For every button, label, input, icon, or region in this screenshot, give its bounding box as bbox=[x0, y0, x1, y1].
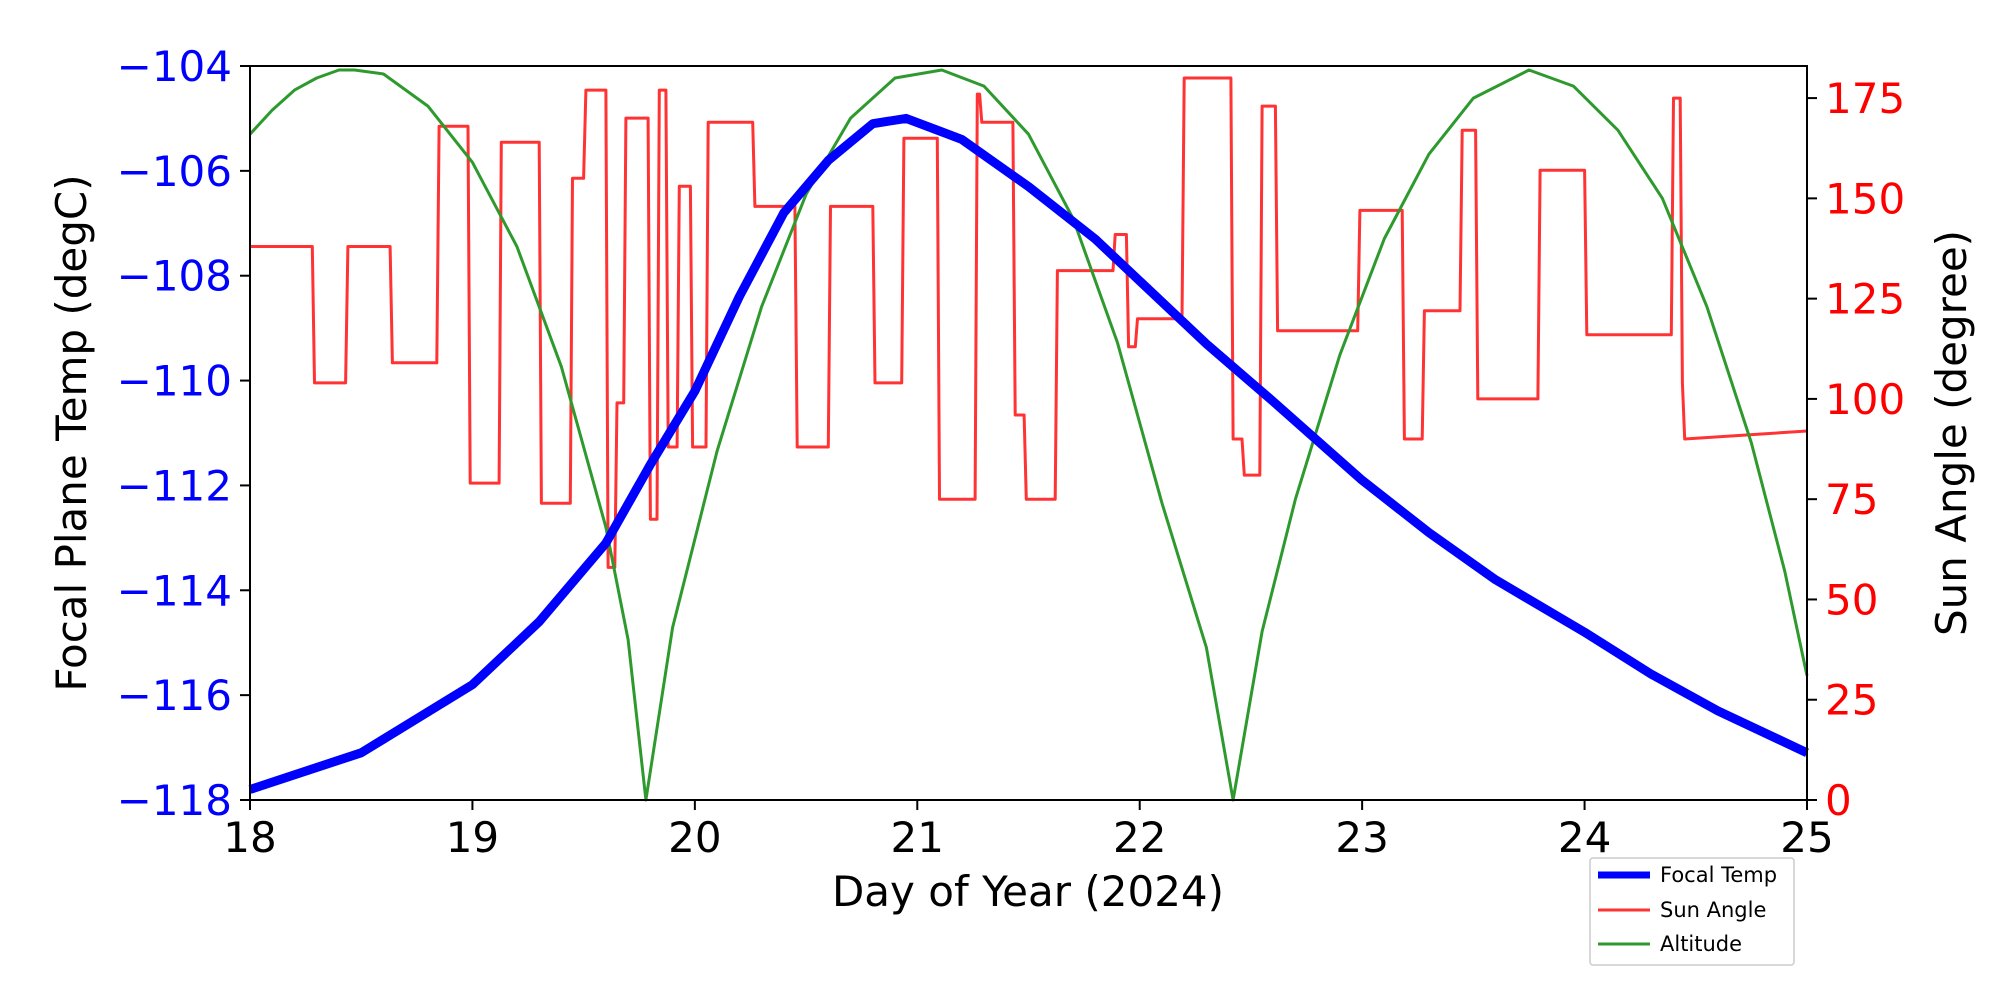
y-right-tick-label: 175 bbox=[1825, 74, 1905, 123]
y-axis-right: 175 150 125 100 75 50 25 0 bbox=[1807, 74, 1905, 825]
y-left-tick-label: −118 bbox=[117, 776, 232, 825]
x-axis-label: Day of Year (2024) bbox=[832, 867, 1224, 916]
series-line-sun-angle bbox=[250, 76, 1808, 569]
x-tick-label: 24 bbox=[1558, 813, 1611, 862]
y-left-tick-label: −110 bbox=[117, 357, 232, 406]
y-left-tick-label: −108 bbox=[117, 252, 232, 301]
y-right-tick-label: 150 bbox=[1825, 174, 1905, 223]
legend-label-altitude: Altitude bbox=[1660, 932, 1742, 956]
y-right-tick-label: 125 bbox=[1825, 275, 1905, 324]
x-tick-label: 18 bbox=[223, 813, 276, 862]
x-tick-label: 22 bbox=[1113, 813, 1166, 862]
y-left-tick-label: −112 bbox=[117, 461, 232, 510]
x-axis: 18 19 20 21 22 23 24 25 bbox=[223, 800, 1834, 862]
y-axis-left-label: Focal Plane Temp (degC) bbox=[47, 174, 96, 691]
y-right-tick-label: 75 bbox=[1825, 475, 1878, 524]
y-right-tick-label: 25 bbox=[1825, 676, 1878, 725]
legend-box bbox=[1589, 857, 1795, 966]
y-right-tick-label: 50 bbox=[1825, 575, 1878, 624]
y-axis-right-label: Sun Angle (degree) bbox=[1927, 230, 1976, 636]
y-left-tick-label: −116 bbox=[117, 671, 232, 720]
x-tick-label: 25 bbox=[1780, 813, 1833, 862]
x-tick-label: 23 bbox=[1335, 813, 1388, 862]
x-tick-label: 19 bbox=[446, 813, 499, 862]
series-line-focal-temp bbox=[248, 113, 1809, 794]
x-tick-label: 20 bbox=[668, 813, 721, 862]
legend-label-sun-angle: Sun Angle bbox=[1660, 898, 1766, 922]
y-right-tick-label: 0 bbox=[1825, 776, 1852, 825]
y-left-tick-label: −106 bbox=[117, 147, 232, 196]
plot-frame bbox=[249, 65, 1808, 801]
y-axis-left: −104 −106 −108 −110 −112 −114 −116 −118 bbox=[117, 42, 250, 825]
x-tick-label: 21 bbox=[891, 813, 944, 862]
series-layer bbox=[248, 68, 1809, 802]
series-line-altitude bbox=[248, 68, 1809, 802]
y-left-tick-label: −104 bbox=[117, 42, 232, 91]
y-left-tick-label: −114 bbox=[117, 566, 232, 615]
y-right-tick-label: 100 bbox=[1825, 375, 1905, 424]
legend-label-focal-temp: Focal Temp bbox=[1660, 863, 1777, 887]
legend: Focal Temp Sun Angle Altitude bbox=[1589, 857, 1795, 966]
